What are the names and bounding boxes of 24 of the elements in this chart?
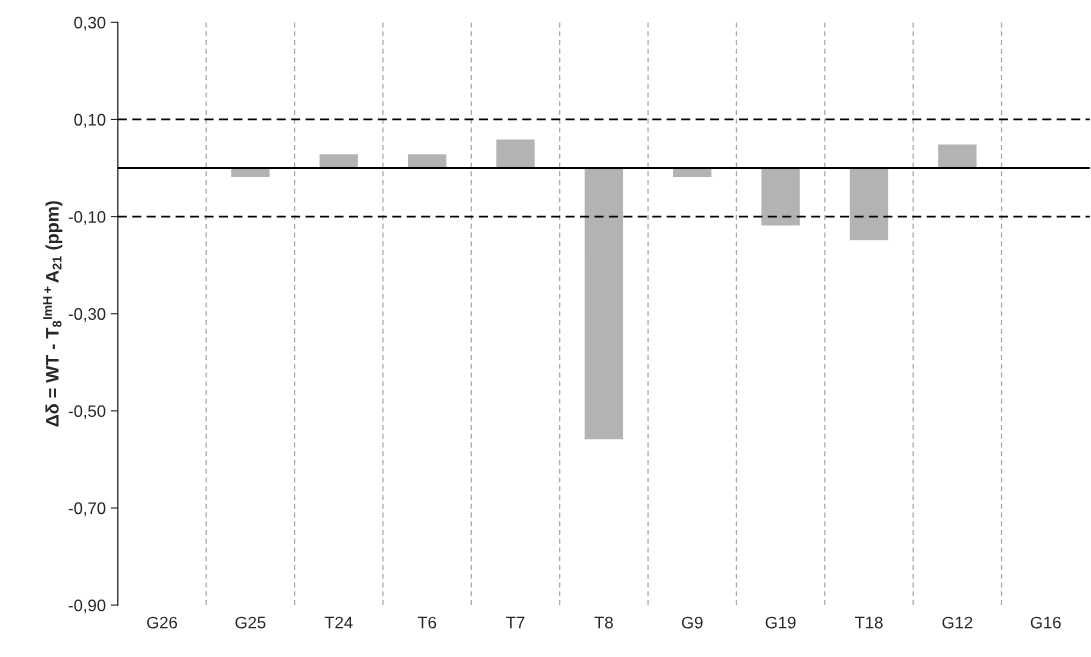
bar bbox=[494, 138, 537, 169]
x-tick-label: G25 bbox=[235, 616, 266, 629]
x-tick-label: G16 bbox=[1030, 616, 1061, 629]
bar bbox=[848, 167, 890, 242]
y-tick-label: -0,50 bbox=[68, 405, 106, 420]
x-tick-label: G12 bbox=[942, 616, 973, 629]
x-tick-label: T7 bbox=[506, 616, 525, 629]
x-tick-label: G26 bbox=[147, 616, 178, 629]
bar bbox=[936, 143, 978, 169]
y-axis-title: Δδ = WT - T$_{8}$$^{ImH+}$A$_{21}$ (ppm) bbox=[43, 201, 63, 427]
y-tick-label: -0,90 bbox=[68, 599, 106, 614]
bar bbox=[760, 167, 802, 227]
x-tick-label: T18 bbox=[855, 616, 883, 629]
x-tick-label: G19 bbox=[765, 616, 796, 629]
y-tick-label: -0,70 bbox=[68, 502, 106, 517]
x-tick-label: T6 bbox=[417, 616, 437, 629]
bar bbox=[583, 167, 625, 441]
x-tick-label: G9 bbox=[681, 616, 703, 629]
y-tick-label: -0,30 bbox=[68, 308, 106, 322]
y-tick-label: -0,10 bbox=[68, 210, 106, 225]
y-tick-label: 0,10 bbox=[74, 113, 106, 128]
x-tick-label: T8 bbox=[594, 616, 613, 629]
y-tick-label: 0,30 bbox=[74, 16, 106, 31]
x-tick-label: T24 bbox=[324, 616, 353, 629]
